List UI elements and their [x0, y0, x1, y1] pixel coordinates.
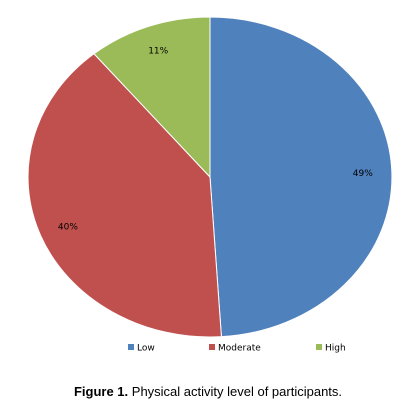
- pie-chart: 49% 40% 11% Low Moderate High: [27, 16, 393, 354]
- pie-slice-high: [93, 16, 211, 179]
- pie-slice-moderate: [27, 53, 222, 338]
- legend-label-moderate: Moderate: [218, 344, 261, 354]
- slice-label-moderate: 40%: [58, 223, 78, 233]
- legend-swatch-low: [128, 344, 134, 350]
- pie-slice-low: [209, 16, 393, 338]
- legend-label-low: Low: [137, 344, 155, 354]
- figure-caption: Figure 1. Physical activity level of par…: [0, 384, 416, 399]
- caption-number: Figure 1.: [73, 384, 129, 399]
- caption-text: Physical activity level of participants.: [128, 384, 343, 399]
- slice-label-low: 49%: [353, 169, 373, 179]
- legend-swatch-moderate: [209, 344, 215, 350]
- slice-label-high: 11%: [148, 47, 168, 57]
- legend-swatch-high: [316, 344, 322, 350]
- legend-label-high: High: [325, 344, 346, 354]
- chart-area: 49% 40% 11% Low Moderate High: [27, 16, 393, 354]
